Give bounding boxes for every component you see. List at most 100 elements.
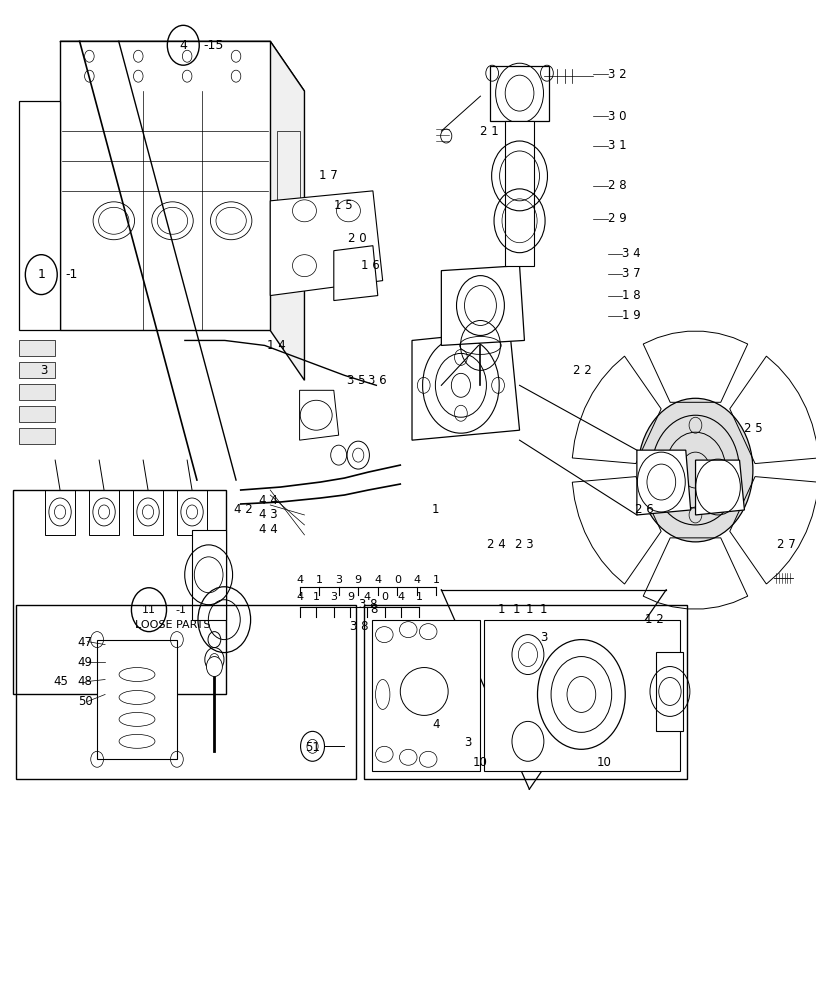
Text: 48: 48 (78, 675, 92, 688)
Text: 1: 1 (539, 603, 547, 616)
Text: 4 2: 4 2 (234, 503, 253, 516)
Text: 3: 3 (464, 736, 472, 749)
Text: 3 8: 3 8 (359, 598, 377, 611)
Bar (365, 605, 688, 779)
Polygon shape (490, 66, 549, 121)
Text: 4 4: 4 4 (259, 494, 277, 507)
Text: 1: 1 (433, 575, 440, 585)
Text: 1: 1 (432, 503, 439, 516)
Text: 3 7: 3 7 (623, 267, 641, 280)
Polygon shape (13, 490, 226, 694)
Bar (46, 490, 75, 535)
Text: 2 4: 2 4 (487, 538, 506, 551)
Text: 4: 4 (363, 592, 370, 602)
Polygon shape (484, 620, 680, 771)
Text: 1: 1 (526, 603, 534, 616)
Text: 4: 4 (432, 718, 440, 731)
Bar (277, 131, 299, 201)
Text: 3: 3 (40, 364, 47, 377)
Text: 8: 8 (370, 603, 378, 616)
Text: 3: 3 (330, 592, 337, 602)
Text: 9: 9 (355, 575, 361, 585)
Text: 3 4: 3 4 (623, 247, 641, 260)
Text: 1: 1 (316, 575, 322, 585)
Text: 3 8: 3 8 (350, 620, 369, 633)
Text: 1: 1 (38, 268, 45, 281)
Text: 0: 0 (394, 575, 401, 585)
Text: 1 2: 1 2 (645, 613, 663, 626)
Text: 1 5: 1 5 (334, 199, 353, 212)
Text: 0: 0 (381, 592, 388, 602)
Text: 4 3: 4 3 (259, 508, 277, 521)
Text: 3: 3 (335, 575, 342, 585)
Polygon shape (299, 390, 339, 440)
Polygon shape (19, 362, 55, 378)
Polygon shape (655, 652, 684, 731)
Bar (133, 490, 162, 535)
Text: 1: 1 (498, 603, 505, 616)
Circle shape (206, 657, 223, 677)
Polygon shape (334, 246, 378, 301)
Text: -1: -1 (65, 268, 78, 281)
Text: 4: 4 (375, 575, 381, 585)
Polygon shape (19, 101, 60, 330)
Text: 2 5: 2 5 (744, 422, 763, 435)
Polygon shape (19, 406, 55, 422)
Text: 47: 47 (78, 636, 93, 649)
Text: 4 4: 4 4 (259, 523, 277, 536)
Text: 9: 9 (347, 592, 354, 602)
Text: 1: 1 (415, 592, 423, 602)
Polygon shape (192, 530, 226, 620)
Text: 1 7: 1 7 (319, 169, 338, 182)
Polygon shape (60, 41, 270, 330)
Text: 49: 49 (78, 656, 93, 669)
Text: 2 6: 2 6 (635, 503, 654, 516)
Polygon shape (372, 620, 480, 771)
Text: 1 9: 1 9 (623, 309, 641, 322)
Text: 4: 4 (180, 39, 187, 52)
Text: 2 3: 2 3 (515, 538, 534, 551)
Polygon shape (19, 340, 55, 356)
Text: 2 2: 2 2 (574, 364, 592, 377)
Circle shape (638, 398, 753, 542)
Bar (177, 490, 206, 535)
Polygon shape (60, 41, 304, 91)
Text: 4: 4 (414, 575, 420, 585)
Text: 3 2: 3 2 (608, 68, 626, 81)
Polygon shape (636, 450, 690, 515)
Text: 2 1: 2 1 (481, 125, 499, 138)
Text: 1 4: 1 4 (268, 339, 286, 352)
Text: 3 6: 3 6 (368, 374, 387, 387)
Text: 3 5: 3 5 (347, 374, 365, 387)
Text: LOOSE PARTS: LOOSE PARTS (135, 620, 211, 630)
Bar (90, 490, 118, 535)
Text: 4: 4 (397, 592, 405, 602)
Text: 3 1: 3 1 (608, 139, 626, 152)
Text: 1 6: 1 6 (361, 259, 380, 272)
Text: 10: 10 (597, 756, 612, 769)
Text: 2 8: 2 8 (608, 179, 626, 192)
Text: 50: 50 (78, 695, 92, 708)
Polygon shape (97, 640, 177, 759)
Text: 1: 1 (313, 592, 320, 602)
Text: 4: 4 (296, 592, 303, 602)
Text: 45: 45 (54, 675, 69, 688)
Polygon shape (270, 191, 383, 296)
Polygon shape (695, 460, 744, 515)
Text: 3 0: 3 0 (608, 110, 626, 123)
Text: 3: 3 (540, 631, 548, 644)
Bar (16, 605, 357, 779)
Text: 1: 1 (512, 603, 520, 616)
Text: -1: -1 (175, 605, 186, 615)
Text: 4: 4 (296, 575, 303, 585)
Text: 51: 51 (305, 741, 320, 754)
Polygon shape (270, 41, 304, 380)
Text: 10: 10 (472, 756, 487, 769)
Text: 11: 11 (142, 605, 156, 615)
Text: -15: -15 (203, 39, 224, 52)
Text: 2 9: 2 9 (608, 212, 627, 225)
Polygon shape (412, 330, 520, 440)
Text: 2 0: 2 0 (348, 232, 367, 245)
Polygon shape (19, 428, 55, 444)
Polygon shape (441, 266, 525, 345)
